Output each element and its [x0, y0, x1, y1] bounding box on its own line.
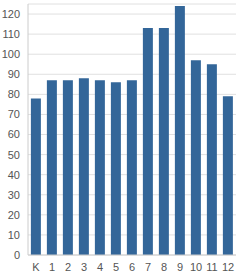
svg-text:40: 40: [8, 169, 20, 181]
svg-text:K: K: [32, 261, 40, 273]
svg-text:50: 50: [8, 149, 20, 161]
svg-text:100: 100: [8, 48, 20, 60]
svg-text:60: 60: [8, 128, 20, 140]
svg-text:30: 30: [8, 189, 20, 201]
svg-text:5: 5: [113, 261, 119, 273]
svg-text:20: 20: [8, 209, 20, 221]
svg-text:10: 10: [190, 261, 202, 273]
svg-text:70: 70: [8, 108, 20, 120]
svg-text:7: 7: [145, 261, 151, 273]
svg-text:4: 4: [97, 261, 103, 273]
svg-text:0: 0: [14, 249, 20, 261]
svg-text:3: 3: [81, 261, 87, 273]
svg-text:110: 110: [8, 28, 20, 40]
svg-text:120: 120: [8, 8, 20, 20]
svg-text:9: 9: [177, 261, 183, 273]
svg-text:8: 8: [161, 261, 167, 273]
svg-text:12: 12: [222, 261, 232, 273]
svg-text:2: 2: [65, 261, 71, 273]
svg-text:11: 11: [206, 261, 217, 273]
svg-text:10: 10: [8, 229, 20, 241]
svg-text:80: 80: [8, 88, 20, 100]
svg-text:90: 90: [8, 68, 20, 80]
svg-text:6: 6: [129, 261, 135, 273]
svg-text:1: 1: [49, 261, 55, 273]
